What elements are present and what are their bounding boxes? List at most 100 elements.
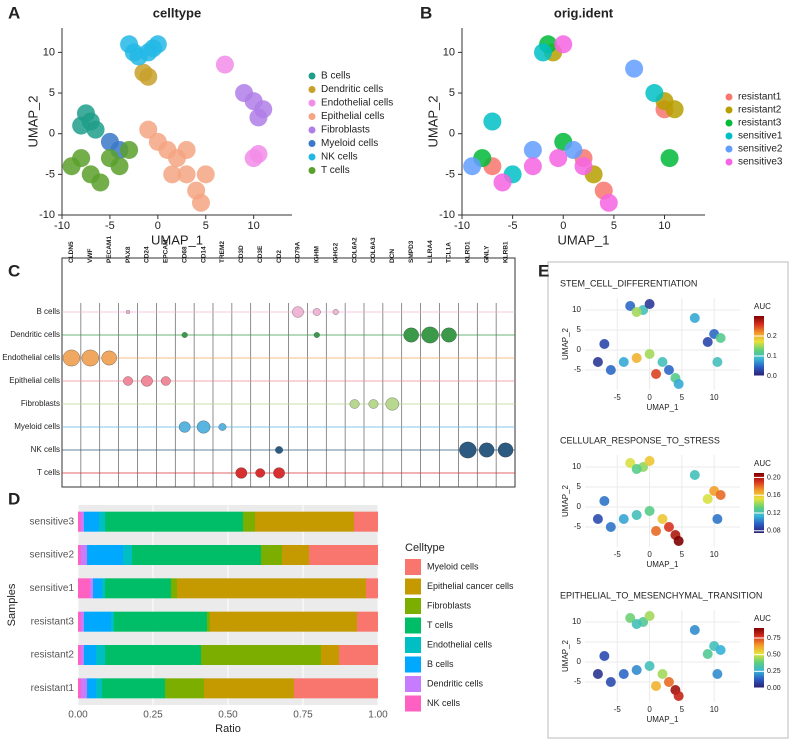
gene-label: DCN	[389, 249, 396, 263]
bar-segment	[78, 545, 81, 565]
cell-cluster-point	[574, 157, 593, 176]
y-axis-label: UMAP_2	[561, 327, 570, 360]
chart-title: celltype	[153, 5, 201, 20]
violin	[478, 442, 495, 458]
cell-point	[715, 645, 726, 655]
x-tick-label: 0	[647, 705, 652, 714]
colorbar-title: AUC	[754, 302, 771, 311]
legend-swatch	[725, 132, 733, 140]
legend-label: NK cells	[427, 698, 461, 708]
y-tick-label: 10	[572, 462, 581, 471]
gene-label: COL6A2	[351, 237, 358, 263]
cell-point	[651, 681, 662, 691]
panel-letter: A	[8, 3, 20, 22]
violin	[459, 441, 477, 459]
bar-segment	[114, 611, 207, 632]
legend-swatch	[725, 145, 733, 153]
cell-point	[657, 357, 668, 367]
cell-point	[657, 669, 668, 679]
bar-segment	[201, 645, 321, 665]
cell-cluster-point	[244, 149, 263, 168]
bar-segment	[105, 645, 201, 665]
bar-segment	[81, 645, 84, 665]
cell-point	[644, 349, 655, 359]
panel-letter: E	[538, 261, 549, 280]
y-tick-label: 0	[577, 657, 582, 666]
y-tick-label: -10	[39, 209, 55, 221]
cell-point	[712, 514, 723, 524]
cell-cluster-point	[660, 149, 679, 168]
cell-point	[673, 536, 684, 546]
cell-cluster-point	[665, 100, 684, 119]
cell-point	[599, 651, 610, 661]
cell-point	[689, 625, 700, 635]
x-axis-label: UMAP_1	[646, 715, 679, 724]
violin	[313, 332, 320, 338]
cell-cluster-point	[177, 165, 196, 184]
panel-letter: B	[420, 3, 432, 22]
violin	[275, 446, 283, 454]
y-axis-label: UMAP_2	[425, 95, 440, 147]
x-tick-label: 5	[680, 393, 685, 402]
colorbar-tick-label: 0.08	[767, 528, 781, 535]
x-tick-label: 10	[248, 220, 260, 232]
cell-cluster-point	[493, 173, 512, 192]
bar-segment	[87, 678, 96, 699]
legend-label: resistant2	[738, 105, 782, 116]
cell-point	[631, 464, 642, 474]
legend-swatch	[725, 158, 733, 166]
cell-point	[631, 619, 642, 629]
row-label: Dendritic cells	[10, 330, 60, 339]
colorbar-title: AUC	[754, 459, 771, 468]
cell-cluster-point	[215, 55, 234, 74]
legend-swatch	[308, 167, 316, 174]
x-tick-label: -10	[454, 220, 470, 232]
cell-point	[657, 514, 668, 524]
violin	[235, 467, 248, 479]
bar-segment	[282, 545, 309, 565]
cell-cluster-point	[523, 157, 542, 176]
violin	[312, 308, 321, 316]
violin	[196, 420, 211, 434]
violin	[178, 421, 191, 433]
x-tick-label: -5	[614, 550, 622, 559]
cell-point	[631, 510, 642, 520]
y-tick-label: -10	[439, 209, 455, 221]
legend-label: sensitive1	[738, 131, 783, 142]
y-tick-label: 0	[449, 128, 455, 140]
y-tick-label: sensitive3	[30, 516, 75, 527]
cell-point	[592, 514, 603, 524]
legend-label: resistant3	[738, 118, 782, 129]
cell-point	[644, 661, 655, 671]
cell-cluster-point	[645, 84, 664, 103]
legend-swatch	[308, 140, 316, 147]
violin	[368, 399, 379, 409]
row-label: Fibroblasts	[21, 399, 60, 408]
bar-segment	[243, 511, 255, 532]
y-tick-label: 5	[449, 87, 455, 99]
cell-point	[712, 669, 723, 679]
cell-cluster-point	[191, 193, 210, 212]
y-tick-label: 0	[577, 502, 582, 511]
bar-segment	[96, 678, 102, 699]
gene-label: CD24	[144, 246, 151, 263]
cell-cluster-point	[144, 39, 163, 58]
cell-point	[631, 307, 642, 317]
cell-cluster-point	[196, 165, 215, 184]
x-axis-label: UMAP_1	[646, 560, 679, 569]
legend-swatch	[308, 113, 316, 120]
legend-label: Dendritic cells	[321, 84, 383, 95]
legend-label: Endothelial cells	[321, 98, 393, 109]
cell-cluster-point	[163, 165, 182, 184]
cell-point	[618, 357, 629, 367]
colorbar-tick-label: 0.0	[767, 373, 777, 380]
legend-label: Epithelial cells	[321, 111, 384, 122]
y-tick-label: 0	[577, 345, 582, 354]
legend-label: B cells	[427, 659, 454, 669]
legend-label: Fibroblasts	[427, 600, 472, 610]
x-tick-label: -5	[508, 220, 518, 232]
cell-point	[625, 613, 636, 623]
bar-segment	[84, 511, 99, 532]
gene-label: KLRD1	[465, 241, 472, 263]
legend-label: sensitive3	[738, 157, 783, 168]
